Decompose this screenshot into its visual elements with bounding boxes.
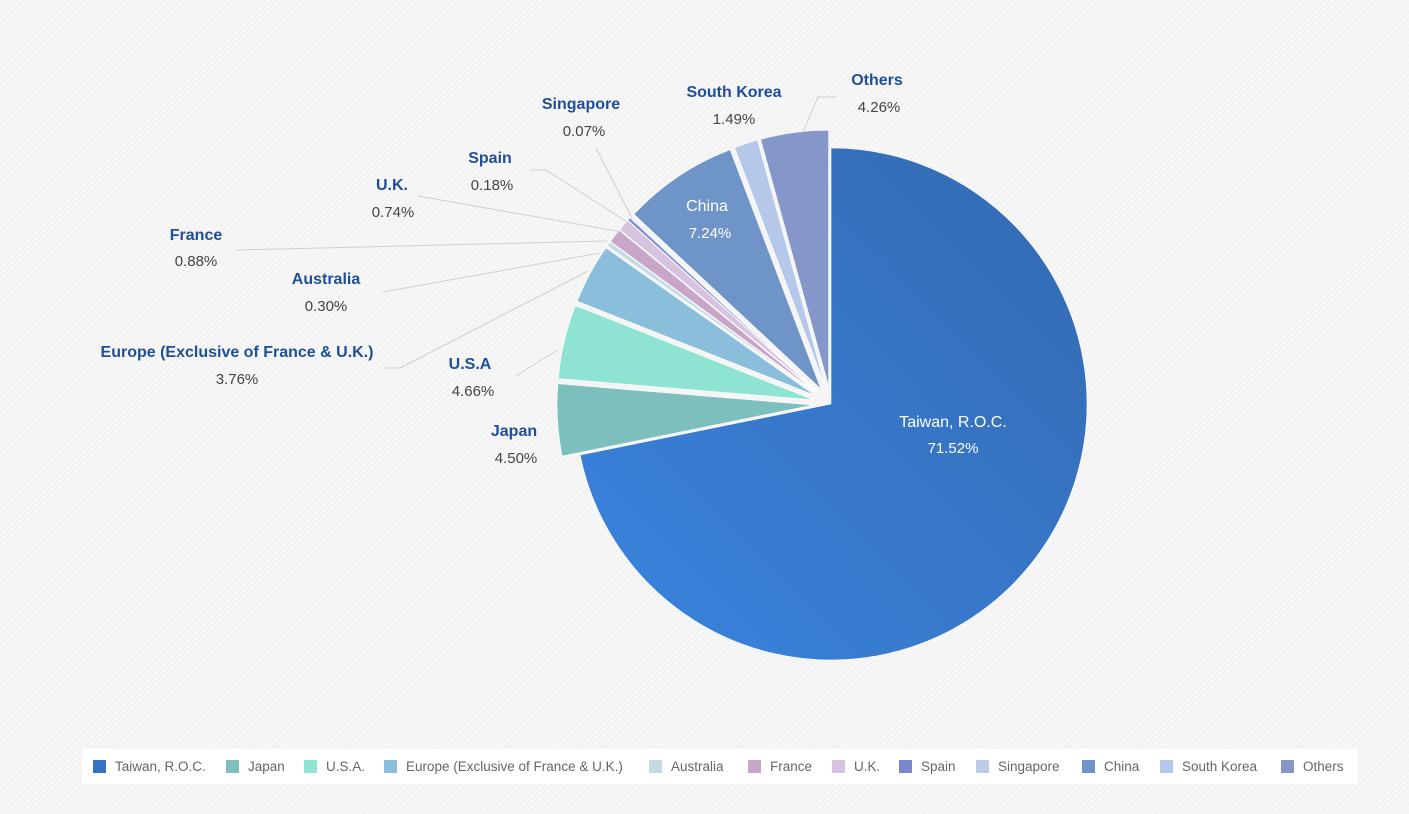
leader-line-spain [530, 169, 628, 223]
slice-label-others: Others [851, 72, 903, 89]
pie-slice-france[interactable] [610, 229, 817, 394]
slice-value-spain: 0.18% [471, 177, 514, 194]
legend-swatch-others[interactable] [1281, 760, 1294, 773]
pie-slice-europe-exclusive-of-france-u-k[interactable] [576, 247, 816, 396]
leader-line-u-k [417, 195, 623, 233]
slice-label-singapore: Singapore [542, 96, 620, 113]
legend-swatch-europe-exclusive-of-france-u-k[interactable] [384, 760, 397, 773]
pie-slice-south-korea[interactable] [734, 139, 826, 387]
pie-slice-australia[interactable] [606, 241, 817, 394]
pie-slice-others[interactable] [760, 129, 829, 387]
legend-label-france[interactable]: France [770, 759, 812, 774]
slice-label-australia: Australia [292, 271, 361, 288]
pie-slice-taiwan-r-o-c[interactable] [579, 147, 1088, 661]
legend-background [82, 749, 1358, 784]
slice-label-europe-exclusive-of-france-u-k: Europe (Exclusive of France & U.K.) [101, 344, 374, 361]
legend-label-others[interactable]: Others [1303, 759, 1344, 774]
legend-swatch-u-k[interactable] [832, 760, 845, 773]
legend-swatch-china[interactable] [1082, 760, 1095, 773]
slice-value-u-k: 0.74% [372, 204, 415, 221]
legend-swatch-singapore[interactable] [976, 760, 989, 773]
slice-value-europe-exclusive-of-france-u-k: 3.76% [216, 371, 259, 388]
leader-line-australia [382, 252, 601, 293]
legend-swatch-spain[interactable] [899, 760, 912, 773]
pie-slice-singapore[interactable] [629, 216, 819, 392]
slice-value-taiwan-r-o-c: 71.52% [928, 440, 979, 457]
slice-value-france: 0.88% [175, 253, 218, 270]
slice-label-taiwan-r-o-c: Taiwan, R.O.C. [899, 414, 1007, 431]
slice-labels: Taiwan, R.O.C. 71.52% Japan 4.50% U.S.A 4.66%… [101, 72, 1007, 467]
slice-label-japan: Japan [491, 423, 537, 440]
legend-swatch-u-s-a[interactable] [304, 760, 317, 773]
slice-value-japan: 4.50% [495, 450, 538, 467]
slice-value-south-korea: 1.49% [713, 111, 756, 128]
legend-swatch-japan[interactable] [226, 760, 239, 773]
pie-slice-u-s-a[interactable] [558, 305, 814, 401]
leader-lines [235, 96, 836, 377]
slice-label-u-k: U.K. [376, 177, 408, 194]
pie-slice-china[interactable] [633, 149, 822, 390]
legend-label-china[interactable]: China [1104, 759, 1140, 774]
legend-swatch-taiwan-r-o-c[interactable] [93, 760, 106, 773]
pie-slice-u-k[interactable] [619, 220, 818, 393]
legend-label-europe-exclusive-of-france-u-k[interactable]: Europe (Exclusive of France & U.K.) [406, 759, 623, 774]
slice-label-spain: Spain [468, 150, 512, 167]
slice-value-singapore: 0.07% [563, 123, 606, 140]
slice-label-u-s-a: U.S.A [449, 356, 492, 373]
slice-value-u-s-a: 4.66% [452, 383, 495, 400]
leader-line-europe-exclusive-of-france-u-k [385, 270, 589, 369]
legend-swatch-australia[interactable] [649, 760, 662, 773]
slice-value-china: 7.24% [689, 225, 732, 242]
legend-label-spain[interactable]: Spain [921, 759, 956, 774]
slice-value-others: 4.26% [858, 99, 901, 116]
legend: Taiwan, R.O.C. Japan U.S.A. Europe (Exclusi… [82, 749, 1358, 784]
legend-label-taiwan-r-o-c[interactable]: Taiwan, R.O.C. [115, 759, 206, 774]
slice-value-australia: 0.30% [305, 298, 348, 315]
slice-label-china: China [686, 198, 728, 215]
leader-line-others [802, 96, 836, 133]
leader-line-france [235, 240, 608, 251]
legend-label-u-k[interactable]: U.K. [854, 759, 880, 774]
legend-label-australia[interactable]: Australia [671, 759, 724, 774]
slice-label-france: France [170, 227, 223, 244]
legend-swatch-south-korea[interactable] [1160, 760, 1173, 773]
slice-label-south-korea: South Korea [686, 84, 781, 101]
pie-slices [556, 129, 1088, 661]
pie-slice-japan[interactable] [556, 383, 814, 457]
legend-swatch-france[interactable] [748, 760, 761, 773]
legend-label-japan[interactable]: Japan [248, 759, 285, 774]
legend-label-singapore[interactable]: Singapore [998, 759, 1060, 774]
leader-line-singapore [595, 147, 633, 219]
leader-line-u-s-a [515, 349, 558, 377]
legend-label-u-s-a[interactable]: U.S.A. [326, 759, 365, 774]
legend-label-south-korea[interactable]: South Korea [1182, 759, 1258, 774]
